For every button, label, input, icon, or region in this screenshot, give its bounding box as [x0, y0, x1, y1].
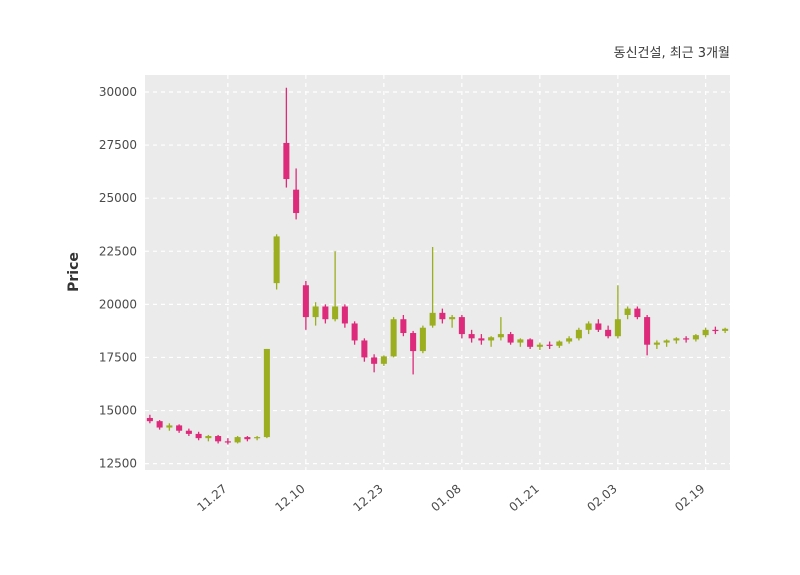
y-tick-label: 27500: [99, 138, 137, 152]
candle-body-up: [497, 334, 504, 338]
candle-body-down: [371, 357, 378, 364]
y-tick-label: 22500: [99, 244, 137, 258]
candle-body-up: [254, 437, 261, 439]
candle-body-down: [605, 329, 612, 337]
candle-body-down: [341, 306, 348, 324]
candle-body-down: [410, 333, 417, 352]
plot-panel: [145, 75, 730, 470]
candle-body-down: [351, 323, 358, 341]
candle-body-down: [322, 306, 329, 320]
y-tick-label: 12500: [99, 457, 137, 471]
candle-body-up: [449, 317, 456, 320]
candle-body-up: [536, 344, 543, 347]
candle-body-down: [507, 334, 514, 343]
plot-area: 12500 15000 17500 20000 22500 25000 27500 30000…: [99, 75, 730, 514]
candle-body-down: [683, 338, 690, 340]
chart-title: 동신건설, 최근 3개월: [614, 46, 730, 61]
candle-body-up: [205, 436, 212, 439]
candle-body-down: [283, 142, 290, 180]
candle-body-down: [595, 323, 602, 330]
candle-body-down: [458, 317, 465, 335]
candle-body-down: [546, 344, 553, 346]
candle-body-down: [244, 437, 251, 440]
candle-body-down: [361, 340, 368, 358]
candle-body-up: [702, 329, 709, 336]
candle-body-down: [176, 425, 183, 431]
candle-body-up: [575, 329, 582, 339]
candle-body-down: [644, 317, 651, 345]
candle-body-up: [566, 338, 573, 342]
candle-body-down: [712, 329, 719, 332]
x-tick-label: 01.08: [428, 482, 463, 515]
y-tick-label: 17500: [99, 350, 137, 364]
candle-body-up: [273, 236, 280, 284]
candle-body-up: [488, 337, 495, 341]
candle-body-down: [400, 319, 407, 334]
y-tick-label: 30000: [99, 85, 137, 99]
candle-body-up: [722, 328, 729, 331]
x-tick-label: 11.27: [194, 482, 229, 515]
candle-body-up: [663, 340, 670, 343]
candle-body-down: [195, 433, 202, 439]
candle-body-up: [234, 437, 241, 443]
candle-body-up: [332, 306, 339, 320]
candle-body-up: [556, 341, 563, 346]
x-tick-label: 12.23: [350, 482, 385, 515]
candle-body-down: [439, 312, 446, 320]
candle-body-up: [390, 319, 397, 357]
candle-body-down: [527, 339, 534, 347]
y-axis-label: Price: [66, 252, 82, 292]
candle-body-up: [166, 425, 173, 428]
candle-body-up: [614, 319, 621, 337]
x-tick-label: 02.19: [672, 482, 707, 515]
candle-body-down: [302, 285, 309, 318]
candle-body-up: [263, 348, 270, 438]
candle-body-up: [585, 323, 592, 330]
candle-body-up: [419, 327, 426, 352]
y-tick-label: 15000: [99, 404, 137, 418]
candle-body-up: [653, 342, 660, 345]
y-tick-label: 20000: [99, 297, 137, 311]
candle-body-down: [468, 334, 475, 339]
candle-body-up: [517, 339, 524, 343]
candle-body-up: [380, 356, 387, 364]
candle-body-down: [293, 189, 300, 214]
y-tick-label: 25000: [99, 191, 137, 205]
candle-body-down: [215, 436, 222, 442]
candle-body-up: [692, 335, 699, 340]
candle-body-up: [429, 312, 436, 326]
candle-body-down: [156, 421, 163, 428]
candle-body-down: [224, 441, 231, 443]
candle-body-up: [624, 308, 631, 315]
candle-body-down: [185, 430, 192, 434]
candle-body-down: [634, 308, 641, 318]
x-tick-label: 02.03: [584, 482, 619, 515]
x-tick-label: 12.10: [272, 482, 307, 515]
x-tick-label: 01.21: [506, 482, 541, 515]
candle-body-down: [146, 417, 153, 422]
candle-body-down: [478, 338, 485, 341]
candle-body-up: [312, 306, 319, 318]
candle-body-up: [673, 338, 680, 341]
